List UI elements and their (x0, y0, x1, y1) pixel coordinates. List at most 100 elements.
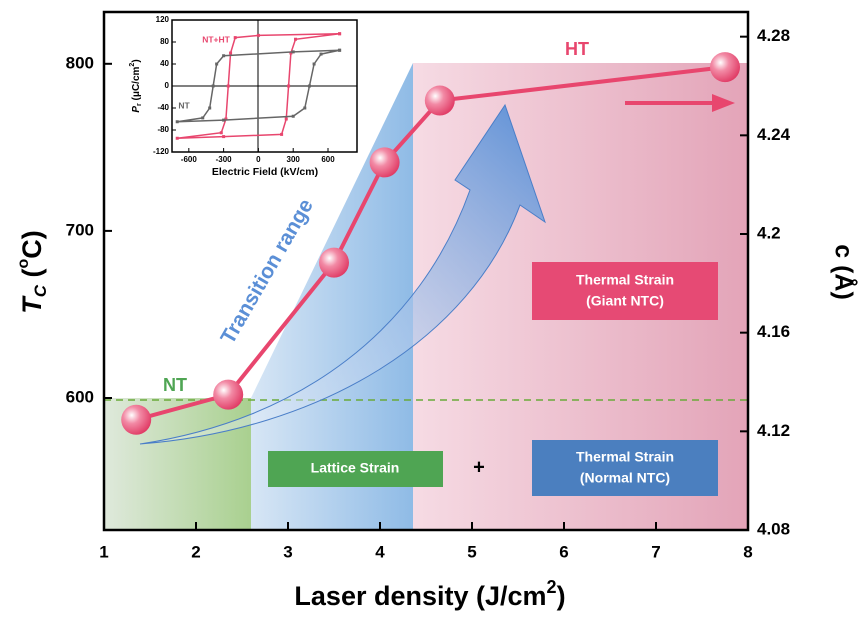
inset-marker (211, 84, 215, 88)
y2-tick-label: 4.08 (757, 519, 790, 538)
x-label-part: Laser density (J/cm (294, 581, 546, 611)
inset-marker (312, 62, 316, 66)
inset-marker (226, 84, 230, 88)
inset-marker (303, 106, 307, 110)
inset-y-sup: 2 (129, 63, 136, 67)
inset-x-tick-label: -300 (216, 155, 233, 164)
inset-x-tick-label: -600 (181, 155, 198, 164)
y-axis-label: TC (oC) (15, 230, 50, 314)
y-tick-label: 800 (66, 53, 94, 72)
plus-label: + (473, 456, 485, 478)
marker (121, 404, 152, 435)
giant-label: Thermal Strain (576, 272, 674, 288)
series-name: NT (178, 100, 190, 110)
y2-axis-label: c (Å) (829, 244, 858, 300)
y2-tick-label: 4.16 (757, 322, 790, 341)
inset-y-tick-label: -80 (157, 125, 169, 134)
inset-marker (284, 117, 288, 121)
inset-marker (291, 114, 295, 118)
x-tick-label: 4 (375, 542, 385, 561)
inset-marker (229, 51, 233, 55)
inset-y-tick-label: 120 (156, 15, 170, 24)
marker (213, 379, 244, 410)
marker (424, 85, 455, 116)
inset-marker (291, 50, 295, 54)
inset-y-part: ) (131, 59, 142, 62)
lattice-box (268, 451, 443, 487)
inset-marker (287, 84, 291, 88)
normal-box (532, 440, 718, 496)
inset-marker (294, 37, 298, 41)
x-tick-label: 2 (191, 542, 200, 561)
ht-label: HT (565, 39, 589, 59)
x-axis-label: Laser density (J/cm2) (294, 577, 565, 611)
giant-label: (Giant NTC) (586, 293, 664, 309)
arrow-head (712, 94, 735, 112)
inset-x-tick-label: 0 (256, 155, 261, 164)
inset-marker (307, 84, 311, 88)
inset-marker (233, 36, 237, 40)
marker (319, 247, 349, 278)
series-name: NT+HT (202, 34, 230, 44)
inset-marker (215, 62, 219, 66)
inset-marker (289, 51, 293, 55)
y-tick-label: 700 (66, 220, 94, 239)
inset-marker (201, 116, 205, 120)
y-label-part: T (17, 295, 47, 314)
inset-marker (338, 32, 342, 36)
x-tick-label: 1 (99, 542, 108, 561)
inset-marker (256, 33, 260, 37)
inset-marker (175, 136, 179, 140)
inset-marker (319, 52, 323, 56)
inset-y-tick-label: 40 (160, 59, 169, 68)
curved-arrow (139, 103, 546, 445)
x-tick-label: 8 (743, 542, 752, 561)
inset-y-sub: r (136, 103, 143, 106)
inset-y-tick-label: -40 (157, 103, 169, 112)
y-label-part: C) (17, 230, 47, 259)
y2-tick-label: 4.12 (757, 421, 790, 440)
y-label-sup: o (15, 259, 32, 269)
y-label-part: ( (17, 268, 47, 285)
nt-label: NT (163, 375, 187, 395)
x-tick-label: 5 (467, 542, 476, 561)
normal-label: Thermal Strain (576, 449, 674, 465)
transition-region (251, 63, 413, 530)
inset-marker (208, 106, 212, 110)
inset-marker (222, 118, 226, 122)
x-tick-label: 3 (283, 542, 292, 561)
lattice-label: Lattice Strain (311, 460, 400, 476)
inset-marker (219, 131, 223, 135)
y-tick-label: 600 (66, 387, 94, 406)
inset-marker (280, 132, 284, 136)
inset-y-tick-label: -120 (153, 147, 170, 156)
x-label-sup: 2 (547, 577, 557, 597)
marker (369, 147, 400, 178)
series-line (135, 65, 726, 422)
x-label-part: ) (557, 581, 566, 611)
giant-box (532, 262, 718, 320)
inset-marker (175, 120, 179, 124)
inset-marker (338, 48, 342, 52)
x-tick-label: 7 (651, 542, 660, 561)
inset-y-tick-label: 80 (160, 37, 169, 46)
normal-label: (Normal NTC) (580, 470, 670, 486)
inset-y-tick-label: 0 (165, 81, 170, 90)
inset-x-tick-label: 300 (287, 155, 301, 164)
inset-marker (224, 117, 228, 121)
inset-x-label: Electric Field (kV/cm) (212, 166, 318, 178)
inset-x-tick-label: 600 (321, 155, 335, 164)
marker (710, 52, 740, 83)
plot-frame (102, 10, 750, 532)
x-tick-label: 6 (559, 542, 568, 561)
regions (104, 63, 748, 530)
y2-tick-label: 4.2 (757, 223, 781, 242)
y2-tick-label: 4.28 (757, 26, 790, 45)
inset-y-part: P (131, 106, 142, 113)
y-label-sub: C (31, 284, 50, 297)
inset-marker (222, 135, 226, 139)
y2-tick-label: 4.24 (757, 125, 791, 144)
inset-y-part: (μC/cm (131, 66, 142, 103)
inset-marker (222, 54, 226, 58)
